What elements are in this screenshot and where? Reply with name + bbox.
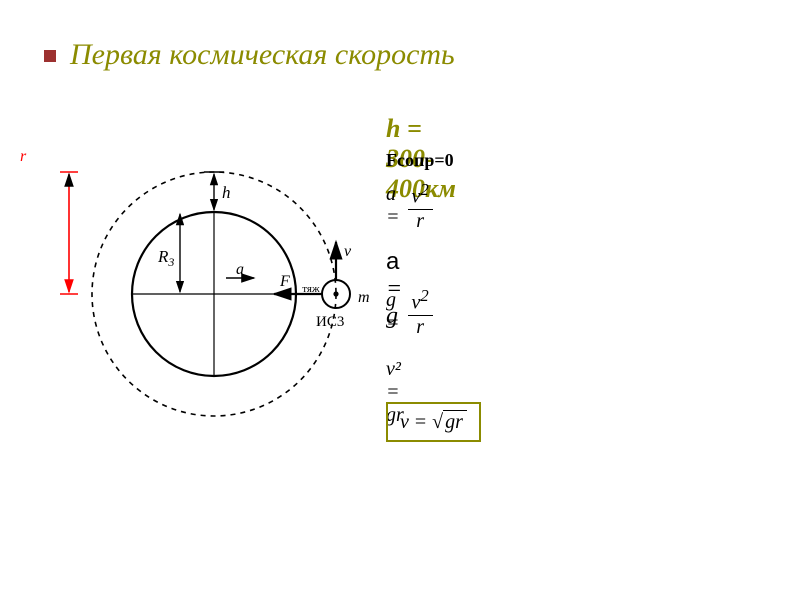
title-text: Первая космическая скорость	[70, 38, 455, 71]
g-fraction: v2 r	[408, 286, 433, 339]
a-num: v2	[408, 180, 433, 209]
formula-a-equals-v2-over-r: a = v2 r	[386, 180, 433, 233]
g-lhs: g =	[386, 289, 400, 335]
a-fraction: v2 r	[408, 180, 433, 233]
v-vec-label: v⃗	[344, 243, 364, 260]
f-vec-label: F⃗тяж	[279, 273, 320, 295]
a-lhs: a =	[386, 183, 400, 229]
slide-root: Первая космическая скорость h = 300-400к…	[0, 0, 800, 600]
diagram-svg: R3 h a⃗ F⃗тяж v⃗ m	[64, 104, 364, 404]
sqrt-sign: √	[432, 411, 443, 434]
formula-final-boxed: v = √ gr	[386, 402, 481, 442]
m-label: m	[358, 289, 370, 306]
r3-text: R3	[157, 247, 174, 269]
slide-title: Первая космическая скорость	[36, 38, 463, 72]
r-dim-group	[60, 172, 78, 294]
isz-label: ИС3	[316, 314, 344, 330]
final-sqrt: √ gr	[432, 410, 467, 434]
final-eq: =	[415, 411, 426, 434]
orbit-diagram: r	[64, 104, 364, 404]
g-num: v2	[408, 286, 433, 315]
sqrt-arg: gr	[443, 410, 467, 434]
a-token: а	[386, 248, 399, 275]
formula-g-equals-v2-over-r: g = v2 r	[386, 286, 433, 339]
r-label: r	[20, 148, 26, 166]
g-num-sup: 2	[420, 286, 428, 305]
final-v: v	[400, 411, 409, 434]
a-num-sup: 2	[420, 180, 428, 199]
a-vec-label: a⃗	[236, 261, 256, 278]
title-bullet	[44, 50, 56, 62]
formula-fconp: Fсопр=0	[386, 150, 454, 171]
satellite-dot	[333, 291, 338, 296]
h-text: h	[222, 183, 231, 202]
a-den: r	[412, 210, 428, 233]
g-den: r	[412, 316, 428, 339]
